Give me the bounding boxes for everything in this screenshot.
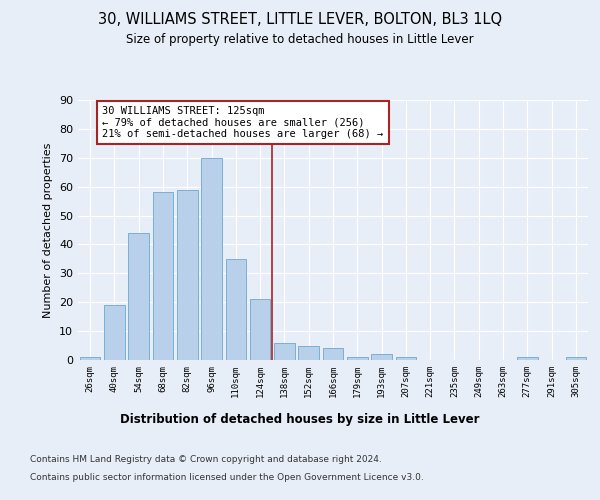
Bar: [566, 357, 586, 360]
Bar: [274, 342, 295, 360]
Text: Contains HM Land Registry data © Crown copyright and database right 2024.: Contains HM Land Registry data © Crown c…: [30, 455, 382, 464]
Bar: [298, 346, 319, 360]
Bar: [250, 300, 271, 360]
Bar: [177, 190, 197, 360]
Bar: [323, 348, 343, 360]
Bar: [517, 357, 538, 360]
Bar: [371, 354, 392, 360]
Bar: [201, 158, 222, 360]
Bar: [152, 192, 173, 360]
Text: Distribution of detached houses by size in Little Lever: Distribution of detached houses by size …: [120, 412, 480, 426]
Text: 30 WILLIAMS STREET: 125sqm
← 79% of detached houses are smaller (256)
21% of sem: 30 WILLIAMS STREET: 125sqm ← 79% of deta…: [102, 106, 383, 139]
Bar: [395, 357, 416, 360]
Bar: [80, 357, 100, 360]
Text: Size of property relative to detached houses in Little Lever: Size of property relative to detached ho…: [126, 32, 474, 46]
Bar: [128, 233, 149, 360]
Y-axis label: Number of detached properties: Number of detached properties: [43, 142, 53, 318]
Bar: [347, 357, 368, 360]
Text: 30, WILLIAMS STREET, LITTLE LEVER, BOLTON, BL3 1LQ: 30, WILLIAMS STREET, LITTLE LEVER, BOLTO…: [98, 12, 502, 28]
Bar: [104, 305, 125, 360]
Bar: [226, 259, 246, 360]
Text: Contains public sector information licensed under the Open Government Licence v3: Contains public sector information licen…: [30, 472, 424, 482]
